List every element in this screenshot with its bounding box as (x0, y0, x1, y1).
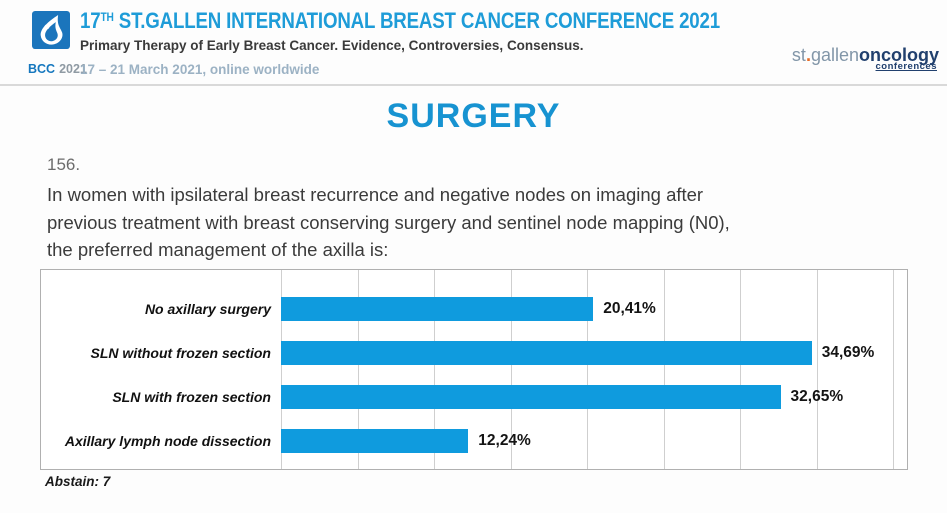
gridline (434, 270, 435, 469)
question-line: the preferred management of the axilla i… (47, 239, 389, 260)
chart-value-label: 32,65% (790, 388, 844, 405)
chart-rows: No axillary surgery 20,41% SLN without fro… (41, 287, 907, 463)
chart-bar (281, 429, 469, 453)
chart-bar (281, 385, 781, 409)
chart-row: SLN with frozen section 32,65% (41, 375, 907, 419)
gridline (663, 270, 665, 469)
title-number: 17 (80, 8, 101, 33)
chart-category-label: SLN without frozen section (90, 345, 271, 361)
chart-bar-track: 32,65% (281, 375, 893, 419)
chart-value-label: 12,24% (478, 432, 531, 449)
chart-bar (281, 297, 594, 321)
brand-dot: . (805, 45, 811, 65)
question-line: previous treatment with breast conservin… (47, 211, 730, 233)
chart-category-label: No axillary surgery (144, 301, 271, 317)
page-title: SURGERY (386, 97, 561, 135)
chart-bar (281, 341, 812, 365)
chart-category-label: SLN with frozen section (112, 389, 271, 405)
brand-oncology: oncology (859, 45, 939, 65)
title-sup: TH (100, 10, 114, 24)
gridline (816, 270, 818, 469)
gridline (587, 270, 588, 469)
bcc-year-label: BCC 2021 (28, 62, 87, 76)
conference-dates: 17 – 21 March 2021, online worldwide (80, 62, 320, 77)
chart-value-label: 34,69% (821, 344, 875, 361)
chart-bar-track: 20,41% (281, 287, 893, 331)
bcc-year: 2021 (59, 62, 87, 76)
chart-row: Axillary lymph node dissection 12,24% (41, 419, 907, 463)
gridline (510, 270, 512, 469)
bcc-drop-logo-icon (32, 11, 70, 49)
stgallen-oncology-wordmark: st.gallenoncology (792, 46, 939, 65)
title-rest: ST.GALLEN INTERNATIONAL BREAST CANCER CO… (113, 8, 720, 33)
chart-row: SLN without frozen section 34,69% (41, 331, 907, 375)
chart-value-label: 20,41% (603, 300, 656, 317)
question-text: In women with ipsilateral breast recurre… (47, 181, 730, 264)
conference-title: 17TH ST.GALLEN INTERNATIONAL BREAST CANC… (80, 8, 720, 34)
plot-grid (281, 270, 894, 469)
question-line: In women with ipsilateral breast recurre… (47, 184, 704, 205)
brand-gallen: gallen (810, 45, 859, 65)
chart-category-label: Axillary lymph node dissection (64, 433, 271, 449)
gridline (740, 270, 741, 469)
bcc-text: BCC (28, 62, 56, 76)
chart-row: No axillary surgery 20,41% (41, 287, 907, 331)
abstain-note: Abstain: 7 (45, 474, 111, 489)
chart-bar-track: 12,24% (281, 419, 893, 463)
question-number: 156. (47, 155, 81, 174)
stgallen-oncology-logo: st.gallenoncology conferences (792, 46, 939, 72)
header-divider (0, 84, 947, 86)
gridline (281, 270, 282, 469)
brand-conferences: conferences (875, 60, 937, 72)
brand-st: st (791, 45, 806, 65)
chart-bar-track: 34,69% (281, 331, 893, 375)
conference-subtitle: Primary Therapy of Early Breast Cancer. … (80, 38, 584, 53)
gridline (357, 270, 359, 469)
gridline (893, 270, 894, 469)
bar-chart: No axillary surgery 20,41% SLN without fro… (40, 269, 908, 470)
